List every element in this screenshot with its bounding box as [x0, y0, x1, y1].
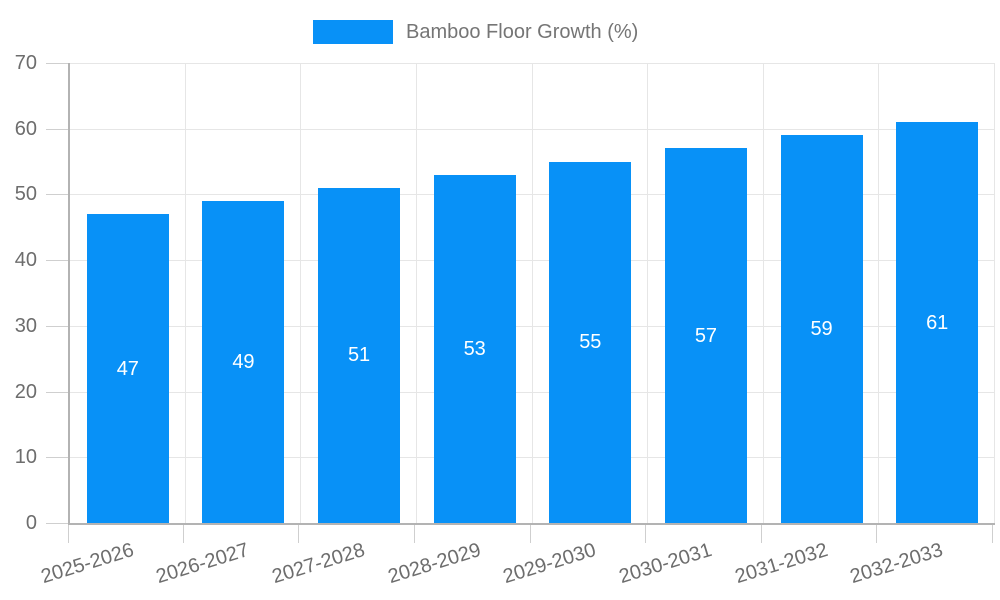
- x-tick-label: 2026-2027: [153, 539, 252, 589]
- bar[interactable]: [86, 214, 169, 523]
- x-axis-tick: [645, 525, 647, 543]
- x-tick-label: 2031-2032: [732, 539, 830, 589]
- bar-value-label: 47: [116, 357, 139, 380]
- x-gridline: [184, 63, 186, 523]
- y-gridline: [70, 325, 995, 327]
- y-gridline: [70, 128, 995, 130]
- y-gridline: [70, 260, 995, 262]
- x-gridline: [531, 63, 533, 523]
- y-tick-label: 30: [14, 314, 37, 337]
- y-tick-label: 10: [14, 446, 37, 469]
- y-gridline: [70, 63, 995, 64]
- bar-value-label: 59: [810, 318, 833, 341]
- legend-label: Bamboo Floor Growth (%): [406, 21, 639, 43]
- x-tick-label: 2032-2033: [847, 539, 946, 589]
- y-tick-label: 70: [14, 52, 37, 74]
- y-gridline: [70, 194, 995, 196]
- y-tick-label: 40: [14, 249, 37, 272]
- y-gridline: [70, 457, 995, 459]
- x-tick-label: 2025-2026: [38, 539, 137, 589]
- plot-area: 47 49 51 53 55 57 59 61: [68, 63, 995, 525]
- legend-item[interactable]: Bamboo Floor Growth (%): [313, 18, 638, 46]
- y-axis-tick: [46, 391, 68, 393]
- bar-value-label: 55: [579, 331, 602, 354]
- y-axis-tick: [46, 194, 68, 196]
- y-axis-tick: [46, 523, 68, 524]
- x-axis-tick: [298, 525, 300, 543]
- x-axis-tick: [68, 525, 69, 543]
- y-gridline: [70, 391, 995, 393]
- y-axis-tick: [46, 260, 68, 262]
- x-gridline: [878, 63, 880, 523]
- x-axis-tick: [760, 525, 762, 543]
- y-axis-tick: [46, 63, 68, 64]
- bar[interactable]: [896, 122, 979, 523]
- legend-swatch: [313, 20, 393, 44]
- x-axis-tick: [529, 525, 531, 543]
- x-gridline: [762, 63, 764, 523]
- x-tick-label: 2027-2028: [269, 539, 368, 589]
- y-tick-label: 50: [14, 183, 37, 206]
- y-tick-label: 20: [14, 380, 37, 403]
- x-tick-label: 2029-2030: [500, 539, 599, 589]
- y-tick-label: 60: [14, 117, 37, 140]
- x-axis-tick: [413, 525, 415, 543]
- x-gridline: [647, 63, 649, 523]
- y-axis-tick: [46, 457, 68, 459]
- bar[interactable]: [318, 187, 401, 523]
- x-axis-tick: [876, 525, 878, 543]
- x-gridline: [994, 63, 995, 523]
- bar[interactable]: [433, 174, 516, 523]
- bar-value-label: 53: [463, 337, 486, 360]
- bar[interactable]: [780, 135, 863, 523]
- x-gridline: [415, 63, 417, 523]
- bar-value-label: 61: [926, 311, 949, 334]
- bar[interactable]: [202, 201, 285, 523]
- bar-value-label: 49: [232, 351, 255, 373]
- y-axis-tick: [46, 128, 68, 130]
- x-tick-label: 2030-2031: [616, 539, 715, 589]
- y-tick-label: 0: [25, 512, 37, 534]
- bar-value-label: 51: [347, 344, 371, 367]
- x-gridline: [300, 63, 302, 523]
- x-axis-tick: [992, 525, 993, 543]
- x-axis-tick: [182, 525, 184, 543]
- y-axis-tick: [46, 325, 68, 327]
- x-tick-label: 2028-2029: [385, 539, 484, 589]
- bar-value-label: 57: [694, 324, 718, 347]
- bar[interactable]: [664, 148, 747, 523]
- bar[interactable]: [549, 161, 632, 523]
